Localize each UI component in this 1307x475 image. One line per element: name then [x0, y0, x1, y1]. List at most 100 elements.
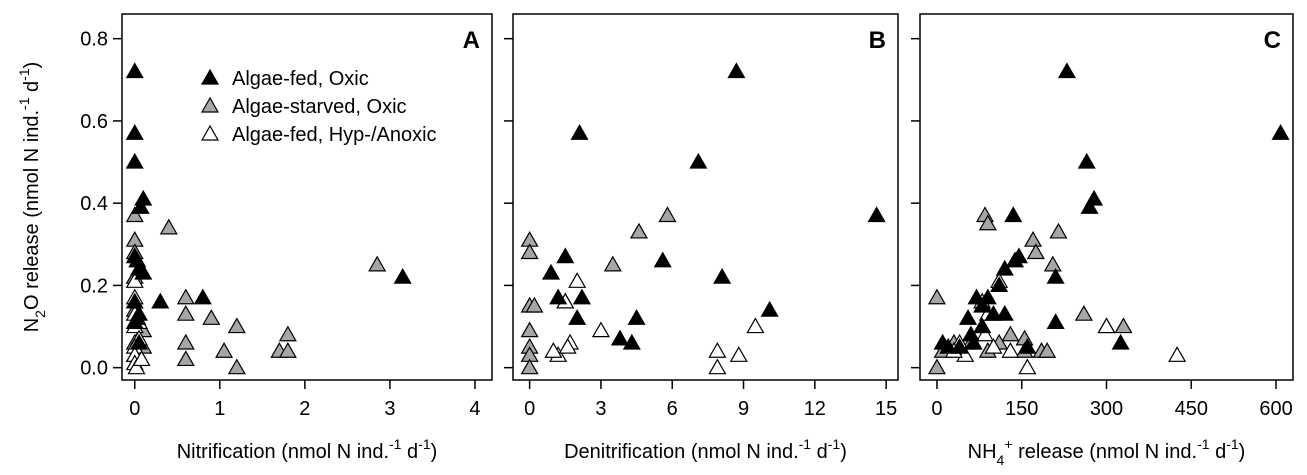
- data-point: [689, 152, 708, 169]
- legend-item: Algae-fed, Hyp-/Anoxic: [200, 124, 437, 146]
- data-point: [176, 304, 195, 321]
- data-point: [603, 255, 622, 272]
- data-point: [393, 267, 412, 284]
- data-point: [1004, 206, 1023, 223]
- plot-frame: [512, 13, 899, 381]
- data-point: [629, 222, 648, 239]
- y-axis-title: N2O release (nmol N ind.-1 d-1): [16, 62, 48, 333]
- y-axis-title-text: N2O release (nmol N ind.-1 d-1): [16, 62, 48, 333]
- data-point: [975, 325, 995, 342]
- data-point: [1001, 342, 1020, 358]
- x-tick-label: 450: [1175, 398, 1208, 420]
- y-tick-label: 0.6: [80, 111, 108, 133]
- data-point: [1046, 313, 1065, 330]
- data-point: [1114, 317, 1133, 334]
- data-point: [1271, 124, 1290, 140]
- y-tick-label: 0.2: [80, 275, 108, 297]
- data-point: [227, 358, 246, 375]
- data-point: [125, 62, 144, 79]
- data-point: [1043, 255, 1062, 272]
- x-tick-label: 0: [931, 398, 942, 420]
- data-point: [727, 62, 746, 79]
- x-tick-label: 4: [469, 398, 480, 420]
- data-point: [990, 276, 1009, 293]
- x-tick-label: 150: [1005, 398, 1038, 420]
- data-point: [746, 317, 765, 334]
- data-point: [1111, 333, 1130, 350]
- data-point: [708, 342, 727, 358]
- data-point: [1005, 251, 1024, 268]
- data-point: [159, 218, 178, 235]
- data-point: [1026, 243, 1045, 260]
- data-point: [610, 329, 629, 346]
- x-tick-label: 2: [299, 398, 310, 420]
- data-point: [520, 243, 539, 260]
- data-point: [984, 304, 1003, 321]
- data-point: [520, 321, 539, 338]
- x-tick-label: 300: [1090, 398, 1123, 420]
- data-point: [176, 288, 195, 305]
- legend-label: Algae-fed, Hyp-/Anoxic: [232, 124, 437, 146]
- data-point: [558, 337, 577, 354]
- x-tick-label: 600: [1259, 398, 1292, 420]
- data-point: [959, 309, 978, 325]
- data-point: [176, 333, 195, 350]
- data-point: [193, 288, 212, 305]
- data-point: [227, 317, 246, 334]
- data-point: [591, 321, 610, 338]
- data-point: [541, 263, 561, 280]
- y-tick-label: 0.4: [80, 193, 108, 215]
- data-point: [129, 333, 149, 350]
- legend-label: Algae-fed, Oxic: [232, 68, 369, 90]
- data-point: [713, 267, 732, 284]
- y-tick-label: 0.0: [80, 358, 108, 380]
- data-point: [568, 309, 587, 325]
- data-point: [995, 259, 1014, 276]
- legend-marker: [200, 124, 220, 141]
- data-point: [1038, 342, 1057, 358]
- data-point: [570, 124, 589, 140]
- y-tick-label: 0.8: [80, 29, 108, 51]
- data-point: [973, 296, 992, 313]
- data-point: [1097, 317, 1116, 334]
- data-point: [927, 358, 946, 375]
- x-tick-label: 0: [524, 398, 535, 420]
- data-point: [627, 309, 646, 325]
- data-point: [973, 317, 992, 334]
- data-point: [950, 337, 969, 354]
- data-point: [760, 300, 779, 317]
- data-point: [867, 206, 886, 223]
- data-point: [1049, 222, 1068, 239]
- legend-label: Algae-starved, Oxic: [232, 96, 407, 118]
- panel-a: 0 1 2 3 4 0.0 0.2 0.4 0.6 0.8 A Nitrification (nmol…: [80, 13, 493, 463]
- data-point: [1168, 346, 1187, 362]
- x-tick-label: 1: [214, 398, 225, 420]
- panel-b: 0 3 6 9 12 15 B Denitrification (nmol N ind.-1 …: [504, 13, 899, 463]
- data-point: [729, 346, 748, 362]
- data-point: [1023, 230, 1043, 247]
- data-point: [1077, 152, 1096, 169]
- data-point: [125, 206, 144, 223]
- data-point: [984, 337, 1003, 354]
- legend-item: Algae-starved, Oxic: [200, 96, 407, 118]
- data-point: [525, 296, 544, 313]
- data-point: [1018, 337, 1037, 354]
- data-point: [1046, 267, 1065, 284]
- data-point: [956, 346, 975, 362]
- data-point: [202, 309, 221, 325]
- x-tick-label: 0: [129, 398, 140, 420]
- data-point: [658, 206, 677, 223]
- panel-letter: C: [1264, 27, 1281, 54]
- data-point: [368, 255, 387, 272]
- data-point: [927, 288, 946, 305]
- data-point: [131, 198, 150, 214]
- data-point: [1018, 358, 1037, 375]
- data-point: [134, 263, 153, 280]
- legend-item: Algae-fed, Oxic: [200, 68, 369, 90]
- data-point: [176, 350, 195, 367]
- data-point: [568, 272, 587, 288]
- data-point: [278, 342, 297, 358]
- data-point: [964, 333, 983, 350]
- data-point: [622, 333, 641, 350]
